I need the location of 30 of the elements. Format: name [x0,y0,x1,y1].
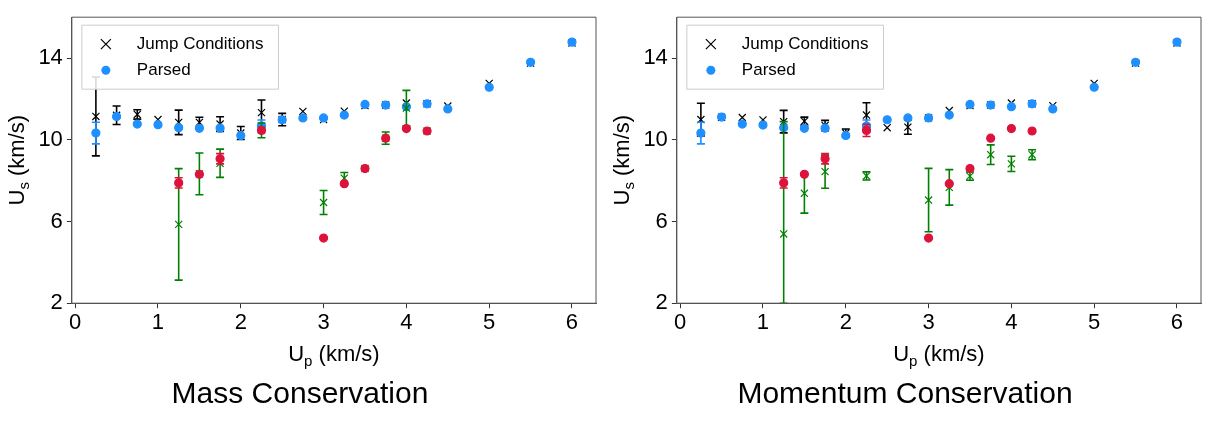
text: Mass Conservation [171,376,429,410]
y-axis-title: Us (km/s) [4,114,32,206]
y-tick-label: 6 [655,207,668,233]
x-tick-label: 6 [1170,309,1184,335]
legend-label: Jump Conditions [741,33,869,53]
x-tick-label: 1 [151,309,165,335]
y-tick-label: 2 [655,289,668,315]
x-tick-label: 2 [839,309,852,335]
x-tick-label: 4 [1005,309,1018,335]
legend-label: Parsed [741,59,796,79]
y-tick-label: 10 [38,125,63,151]
x-tick-label: 2 [234,309,247,335]
x-tick-label: 6 [565,309,579,335]
x-tick-label: 4 [400,309,413,335]
x-tick-label: 1 [756,309,770,335]
x-tick-label: 3 [922,309,935,335]
x-tick-label: 0 [674,309,687,335]
legend-label: Parsed [136,59,191,79]
x-tick-label: 0 [69,309,82,335]
x-tick-label: 5 [483,309,496,335]
text: Momentum Conservation [737,376,1073,410]
y-tick-label: 6 [50,207,63,233]
y-axis-title: Us (km/s) [609,114,637,206]
y-tick-label: 14 [38,44,63,70]
y-tick-label: 10 [643,125,668,151]
y-tick-label: 2 [50,289,63,315]
x-tick-label: 5 [1088,309,1101,335]
legend-label: Jump Conditions [136,33,264,53]
x-tick-label: 3 [317,309,330,335]
y-tick-label: 14 [643,44,668,70]
